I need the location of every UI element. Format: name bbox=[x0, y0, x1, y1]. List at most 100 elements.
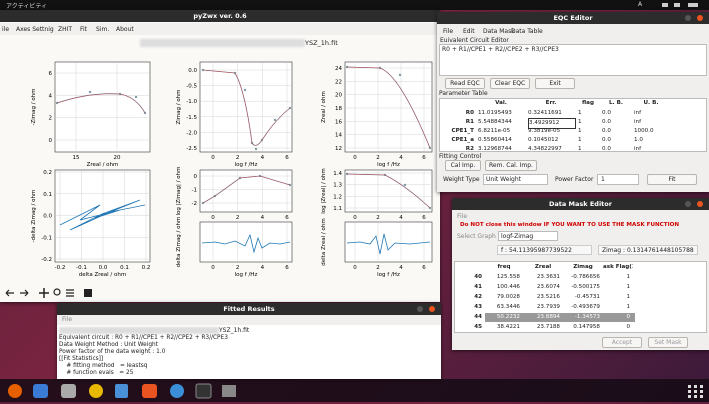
table-cell: 5.54884344 bbox=[478, 119, 512, 125]
menu-item[interactable]: File bbox=[443, 28, 454, 35]
y-tick-label: 14 bbox=[335, 133, 342, 139]
column-header: flag bbox=[582, 100, 594, 106]
y-tick-label: 1.3 bbox=[333, 183, 342, 189]
x-tick-label: 4 bbox=[399, 215, 403, 221]
x-tick-label: 2 bbox=[236, 265, 240, 271]
x-tick-label: 6 bbox=[422, 265, 426, 271]
table-cell: 0.0 bbox=[602, 119, 611, 125]
status-icons[interactable] bbox=[660, 1, 705, 9]
window-button[interactable] bbox=[417, 306, 423, 312]
menu-item[interactable]: About bbox=[116, 26, 134, 33]
menu-item[interactable]: Fit bbox=[80, 26, 88, 33]
menu-item[interactable]: ile bbox=[2, 26, 10, 33]
close-button[interactable] bbox=[697, 15, 703, 21]
menu-item[interactable]: Data Table bbox=[511, 28, 543, 35]
x-tick-label: 0.2 bbox=[142, 265, 151, 271]
x-tick-label: 6 bbox=[285, 265, 289, 271]
button[interactable]: Set Mask bbox=[648, 337, 688, 348]
menu-bar: ile Axes Settnig ZHIT Fit Sim. About bbox=[0, 23, 440, 35]
circuit-input[interactable]: R0 + R1//CPE1 + R2//CPE2 + R3//CPE3 bbox=[439, 44, 707, 76]
x-tick-label: 0.1 bbox=[120, 265, 129, 271]
apps-grid[interactable] bbox=[688, 385, 703, 398]
y-tick-label: -0.1 bbox=[41, 235, 52, 241]
menu-item[interactable]: Data Mask bbox=[483, 28, 515, 35]
y-tick-label: 0.0 bbox=[188, 68, 197, 74]
table-cell: 1 bbox=[626, 284, 630, 290]
x-tick-label: 6 bbox=[285, 215, 289, 221]
files-icon[interactable] bbox=[61, 384, 76, 398]
close-button[interactable] bbox=[429, 306, 435, 312]
table-cell: -1.34573 bbox=[574, 314, 600, 320]
row-header: 41 bbox=[474, 284, 482, 290]
terminal-icon[interactable] bbox=[195, 383, 212, 399]
zimag-input[interactable]: Zimag : 0.1314761448105788 bbox=[598, 245, 698, 255]
menu-item[interactable]: ZHIT bbox=[58, 26, 73, 33]
row-header: R1 bbox=[465, 119, 474, 125]
forward-icon[interactable] bbox=[20, 289, 29, 297]
mail-icon[interactable] bbox=[33, 384, 48, 398]
x-tick-label: 0 bbox=[211, 215, 215, 221]
table-cell: 1 bbox=[626, 294, 630, 300]
fit-line bbox=[56, 93, 146, 114]
button[interactable]: Clear EQC bbox=[490, 78, 530, 89]
fit-line bbox=[202, 69, 291, 146]
mask-table: freq Zreal Zimag ask Flag(1/40 125.558 23.363… bbox=[454, 261, 707, 333]
result-line: # function evals = 25 bbox=[59, 370, 134, 376]
title-bar: Fitted Results bbox=[57, 303, 441, 315]
result-line: Data Weight Method : Unit Weight bbox=[59, 342, 158, 348]
menu-item[interactable]: Sim. bbox=[96, 26, 110, 33]
window-button[interactable] bbox=[685, 15, 691, 21]
save-icon[interactable] bbox=[84, 289, 92, 297]
table-cell: 3.12968744 bbox=[478, 146, 512, 152]
plot-frame bbox=[199, 169, 293, 213]
window-button[interactable] bbox=[685, 201, 691, 207]
spin-input[interactable]: 1 bbox=[597, 174, 639, 185]
blurred-path bbox=[140, 39, 305, 47]
menu-item[interactable]: Edit bbox=[463, 28, 475, 35]
menu-item[interactable]: File bbox=[457, 213, 468, 220]
y-tick-label: 1.4 bbox=[333, 171, 342, 177]
table-cell: 23.3631 bbox=[536, 274, 560, 280]
table-cell: 0.55860414 bbox=[478, 137, 512, 143]
writer-icon[interactable] bbox=[115, 384, 128, 398]
title-bar: Data Mask Editor bbox=[452, 198, 709, 210]
x-tick-label: 4 bbox=[261, 215, 265, 221]
back-icon[interactable] bbox=[5, 289, 14, 297]
menu-item[interactable]: Axes Settnig bbox=[16, 26, 54, 33]
app-icon[interactable] bbox=[222, 385, 236, 397]
f-input[interactable]: f : 54.11395987739522 bbox=[497, 245, 592, 255]
menu-item[interactable]: File bbox=[57, 315, 441, 325]
x-tick-label: 6 bbox=[422, 155, 426, 161]
pan-icon[interactable] bbox=[39, 288, 49, 298]
music-icon[interactable] bbox=[89, 384, 103, 398]
software-icon[interactable] bbox=[142, 384, 157, 398]
x-tick-label: 0 bbox=[353, 265, 357, 271]
button[interactable]: Exit bbox=[535, 78, 575, 89]
x-tick-label: 2 bbox=[376, 155, 380, 161]
dropdown[interactable]: Unit Weight bbox=[483, 174, 548, 185]
dropdown[interactable]: logf-Zimag bbox=[498, 231, 558, 241]
fit-button[interactable]: Fit bbox=[647, 174, 697, 185]
button[interactable]: Rem. Cal. Imp. bbox=[485, 160, 537, 171]
table-cell: 38.4221 bbox=[496, 324, 520, 330]
curve bbox=[59, 199, 146, 231]
row-header: 40 bbox=[474, 274, 482, 280]
activities[interactable]: アクティビティ bbox=[6, 3, 47, 10]
x-axis-label: log f /Hz bbox=[377, 272, 400, 278]
close-button[interactable] bbox=[697, 201, 703, 207]
firefox-icon[interactable] bbox=[8, 384, 22, 398]
button[interactable]: Accept bbox=[602, 337, 642, 348]
table-cell: 100.446 bbox=[496, 284, 520, 290]
point bbox=[134, 95, 138, 99]
plot-frame bbox=[344, 169, 433, 213]
zoom-icon[interactable] bbox=[53, 288, 61, 296]
help-icon[interactable] bbox=[170, 384, 184, 398]
y-tick-label: 6 bbox=[49, 71, 53, 77]
y-axis-label: delta Zimag / ohm bbox=[176, 217, 182, 268]
x-tick-label: 20 bbox=[114, 155, 121, 161]
button[interactable]: Read EQC bbox=[445, 78, 485, 89]
input-method[interactable]: A bbox=[638, 1, 643, 8]
button[interactable]: Cal Imp. bbox=[445, 160, 481, 171]
config-icon[interactable] bbox=[66, 289, 74, 297]
table-cell: 63.3446 bbox=[496, 304, 520, 310]
